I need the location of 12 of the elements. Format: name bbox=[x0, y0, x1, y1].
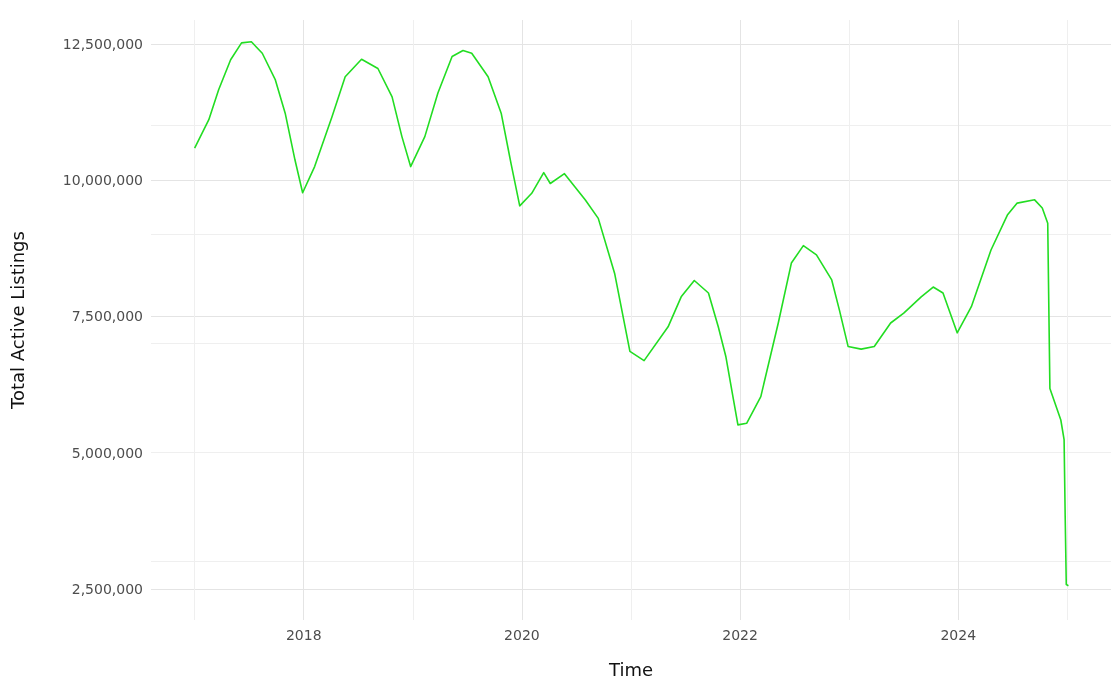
y-tick-label: 2,500,000 bbox=[71, 580, 143, 597]
line-series bbox=[193, 41, 1070, 587]
x-tick-label: 2022 bbox=[722, 627, 758, 643]
y-tick-label: 10,000,000 bbox=[62, 172, 143, 189]
x-axis-title: Time bbox=[607, 658, 654, 680]
y-tick-label: 12,500,000 bbox=[62, 35, 143, 52]
x-tick-label: 2018 bbox=[285, 627, 322, 643]
y-axis-title: Total Active Listings bbox=[6, 231, 28, 410]
y-tick-label: 5,000,000 bbox=[71, 444, 143, 461]
x-tick-label: 2020 bbox=[504, 627, 540, 643]
y-tick-label: 7,500,000 bbox=[71, 308, 143, 325]
x-tick-label: 2024 bbox=[940, 627, 977, 643]
